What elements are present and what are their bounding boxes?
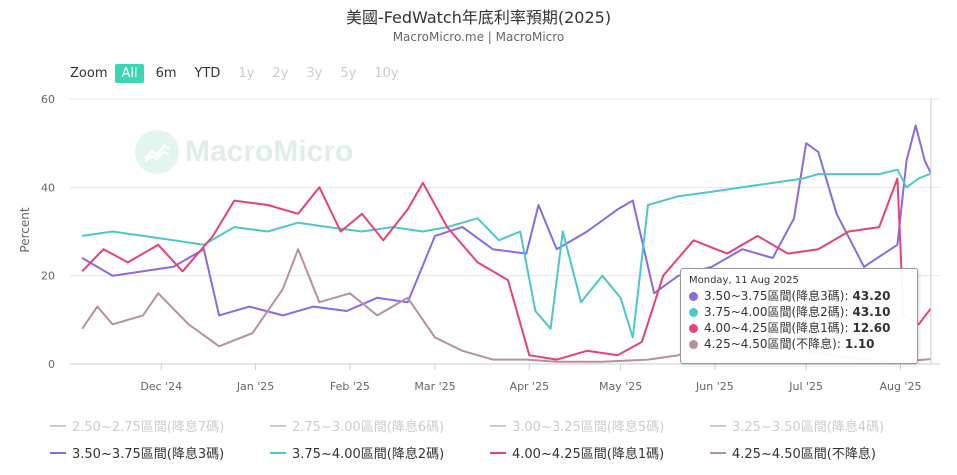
chart-source: MacroMicro.me | MacroMicro — [392, 30, 565, 44]
legend-item-7cut[interactable]: 2.50~2.75區間(降息7碼) — [50, 416, 270, 435]
legend-swatch — [50, 451, 66, 454]
zoom-1y-button[interactable]: 1y — [238, 65, 255, 81]
zoom-3y-button[interactable]: 3y — [306, 65, 323, 81]
legend-item-nocut[interactable]: 4.25~4.50區間(不降息) — [710, 443, 930, 462]
x-tick-label: Apr '25 — [510, 380, 550, 393]
legend-swatch — [710, 424, 726, 427]
zoom-5y-button[interactable]: 5y — [340, 65, 357, 81]
legend-swatch — [270, 424, 286, 427]
legend-item-5cut[interactable]: 3.00~3.25區間(降息5碼) — [490, 416, 710, 435]
x-tick-label: Jul '25 — [788, 380, 823, 393]
zoom-10y-button[interactable]: 10y — [374, 65, 399, 81]
legend-item-2cut[interactable]: 3.75~4.00區間(降息2碼) — [270, 443, 490, 462]
chart-title: 美國-FedWatch年底利率預期(2025) — [345, 8, 612, 27]
hover-tooltip: Monday, 11 Aug 2025 3.50~3.75區間(降息3碼): 4… — [680, 268, 918, 364]
zoom-range-selector: Zoom All 6m YTD 1y 2y 3y 5y 10y — [70, 62, 411, 84]
zoom-6m-button[interactable]: 6m — [155, 65, 177, 81]
line-chart[interactable]: 0 20 40 60 Dec '24 Jan '25 Feb '25 Mar '25 Apr … — [0, 0, 957, 410]
x-tick-label: Aug '25 — [879, 380, 921, 393]
y-tick-label: 20 — [41, 270, 55, 283]
tooltip-value: 1.10 — [844, 337, 875, 351]
legend-swatch — [710, 451, 726, 454]
tooltip-date: Monday, 11 Aug 2025 — [689, 275, 799, 286]
macromicro-watermark: MacroMicro — [135, 130, 353, 174]
legend-swatch — [490, 424, 506, 427]
tooltip-value: 43.20 — [852, 289, 891, 303]
tooltip-label: 4.25~4.50區間(不降息): — [704, 337, 841, 351]
legend-label: 3.50~3.75區間(降息3碼) — [72, 447, 225, 462]
legend-label: 2.75~3.00區間(降息6碼) — [292, 420, 445, 435]
tooltip-dot-3cut — [689, 291, 698, 301]
zoom-ytd-button[interactable]: YTD — [194, 65, 221, 81]
legend-swatch — [490, 451, 506, 454]
x-tick-label: Dec '24 — [140, 380, 182, 393]
chart-legend: 2.50~2.75區間(降息7碼) 2.75~3.00區間(降息6碼) 3.00… — [50, 416, 930, 462]
tooltip-value: 12.60 — [852, 321, 891, 335]
tooltip-row: 4.25~4.50區間(不降息): 1.10 — [689, 336, 909, 352]
legend-label: 3.00~3.25區間(降息5碼) — [512, 420, 665, 435]
zoom-label: Zoom — [70, 65, 108, 81]
zoom-2y-button[interactable]: 2y — [272, 65, 289, 81]
legend-swatch — [50, 424, 66, 427]
legend-label: 2.50~2.75區間(降息7碼) — [72, 420, 225, 435]
x-tick-label: May '25 — [599, 380, 642, 393]
y-axis: 0 20 40 60 — [41, 93, 55, 371]
legend-label: 4.00~4.25區間(降息1碼) — [512, 447, 665, 462]
tooltip-row: 3.75~4.00區間(降息2碼): 43.10 — [689, 304, 909, 320]
tooltip-label: 4.00~4.25區間(降息1碼): — [704, 321, 849, 335]
tooltip-value: 43.10 — [852, 305, 891, 319]
tooltip-row: 3.50~3.75區間(降息3碼): 43.20 — [689, 288, 909, 304]
x-tick-label: Jun '25 — [695, 380, 734, 393]
tooltip-dot-2cut — [689, 307, 698, 317]
tooltip-label: 3.75~4.00區間(降息2碼): — [704, 305, 849, 319]
legend-item-4cut[interactable]: 3.25~3.50區間(降息4碼) — [710, 416, 930, 435]
chart-growth-icon — [135, 130, 179, 174]
legend-label: 3.75~4.00區間(降息2碼) — [292, 447, 445, 462]
x-tick-label: Mar '25 — [414, 380, 455, 393]
x-tick-label: Jan '25 — [236, 380, 274, 393]
zoom-all-button[interactable]: All — [115, 63, 144, 83]
legend-label: 4.25~4.50區間(不降息) — [732, 447, 876, 462]
series-line-6[interactable] — [81, 177, 932, 361]
series-line-5[interactable] — [82, 168, 932, 339]
tooltip-dot-nocut — [689, 339, 698, 349]
tooltip-label: 3.50~3.75區間(降息3碼): — [704, 289, 849, 303]
y-tick-label: 60 — [41, 93, 55, 106]
legend-swatch — [270, 451, 286, 454]
legend-item-1cut[interactable]: 4.00~4.25區間(降息1碼) — [490, 443, 710, 462]
chart-series — [81, 124, 932, 363]
watermark-text: MacroMicro — [185, 135, 354, 168]
tooltip-row: 4.00~4.25區間(降息1碼): 12.60 — [689, 320, 909, 336]
legend-item-6cut[interactable]: 2.75~3.00區間(降息6碼) — [270, 416, 490, 435]
x-axis: Dec '24 Jan '25 Feb '25 Mar '25 Apr '25 May '… — [70, 363, 940, 393]
tooltip-dot-1cut — [689, 323, 698, 333]
y-axis-label: Percent — [18, 207, 32, 252]
legend-label: 3.25~3.50區間(降息4碼) — [732, 420, 885, 435]
y-tick-label: 40 — [41, 181, 55, 194]
x-tick-label: Feb '25 — [330, 380, 370, 393]
y-tick-label: 0 — [48, 358, 55, 371]
series-line-4[interactable] — [81, 124, 932, 317]
legend-item-3cut[interactable]: 3.50~3.75區間(降息3碼) — [50, 443, 270, 462]
